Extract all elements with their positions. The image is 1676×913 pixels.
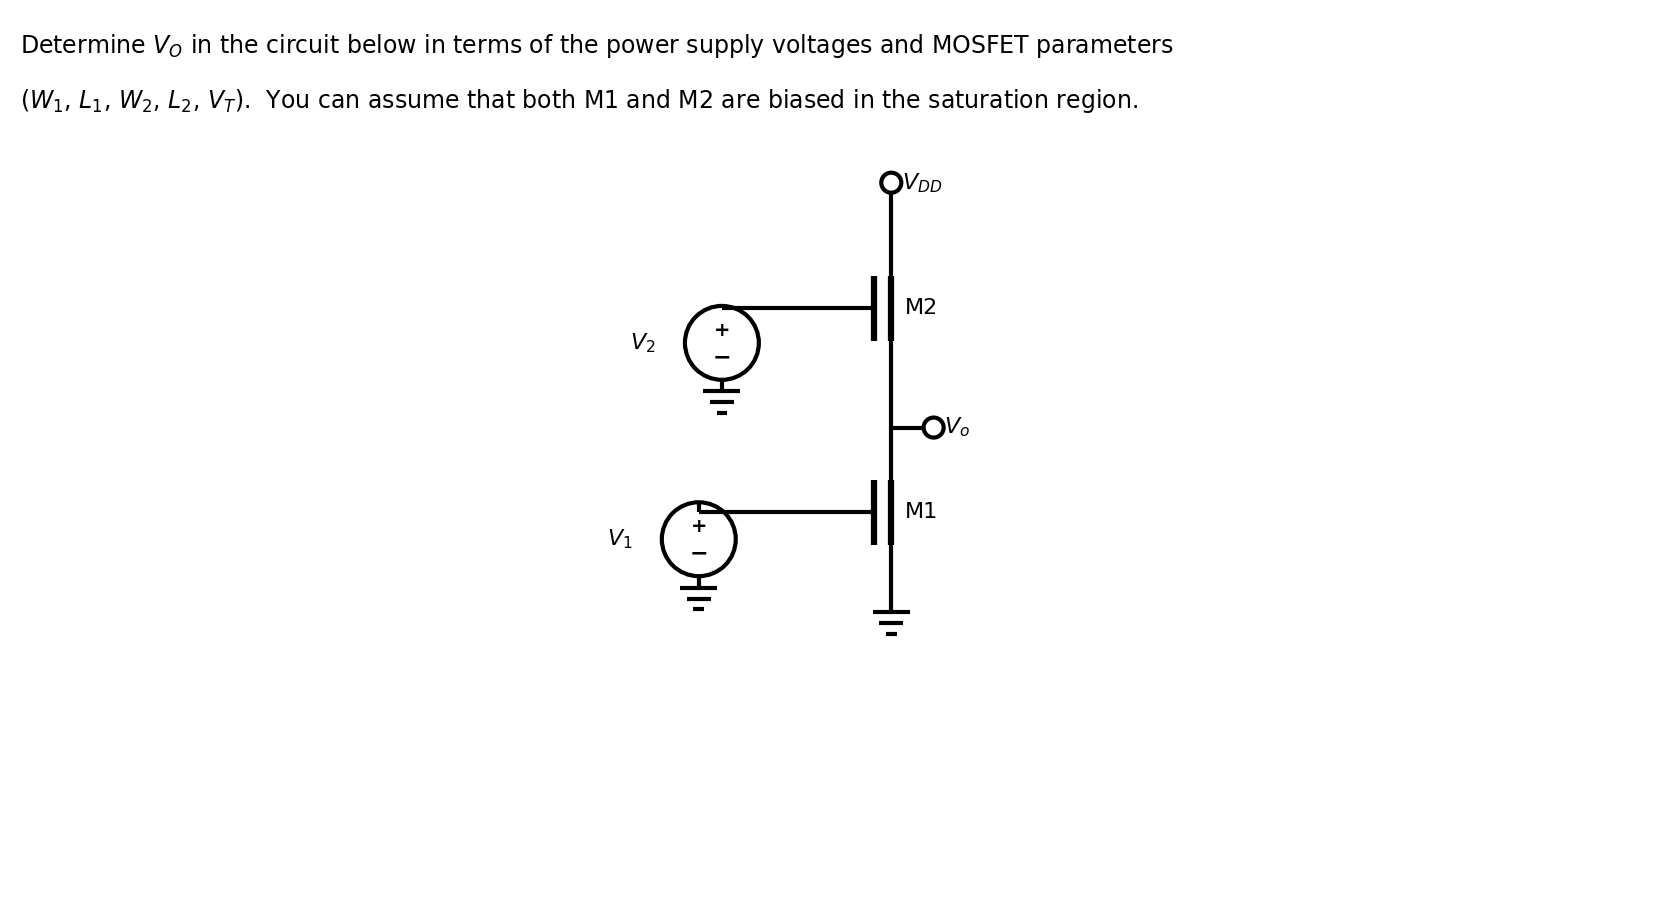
- Text: M1: M1: [905, 502, 937, 522]
- Text: $V_2$: $V_2$: [630, 331, 655, 354]
- Text: M2: M2: [905, 299, 937, 319]
- Text: Determine $V_O$ in the circuit below in terms of the power supply voltages and M: Determine $V_O$ in the circuit below in …: [20, 32, 1173, 60]
- Text: ($W_1$, $L_1$, $W_2$, $L_2$, $V_T$).  You can assume that both M1 and M2 are bia: ($W_1$, $L_1$, $W_2$, $L_2$, $V_T$). You…: [20, 87, 1138, 115]
- Text: +: +: [691, 518, 707, 537]
- Text: −: −: [689, 544, 707, 564]
- Text: $V_o$: $V_o$: [944, 415, 970, 439]
- Circle shape: [882, 173, 902, 193]
- Text: −: −: [712, 348, 731, 368]
- Text: $V_{DD}$: $V_{DD}$: [902, 171, 942, 194]
- Text: +: +: [714, 321, 731, 340]
- Text: $V_1$: $V_1$: [607, 528, 632, 551]
- Circle shape: [923, 417, 944, 437]
